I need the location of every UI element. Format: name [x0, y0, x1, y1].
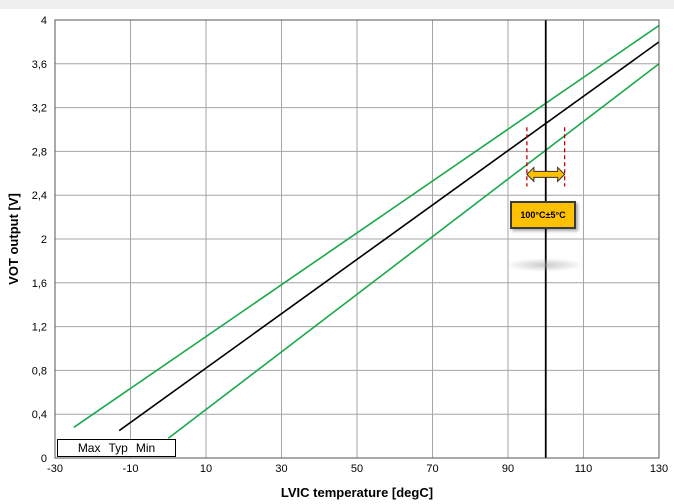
x-tick-label: -10	[123, 463, 139, 475]
x-tick-label: 30	[275, 463, 287, 475]
tick-labels: -30 -10 10 30 50 70 90 110 130 0 0,4 0,8 1,2 1,6 2 2,4 2…	[32, 15, 668, 475]
x-tick-label: 70	[426, 463, 438, 475]
x-tick-label: -30	[47, 463, 63, 475]
y-tick-label: 2,4	[32, 190, 47, 202]
x-tick-label: 90	[502, 463, 514, 475]
y-tick-label: 0	[41, 453, 47, 465]
y-tick-label: 3,6	[32, 59, 47, 71]
y-tick-label: 4	[41, 15, 47, 27]
marker-group	[526, 20, 566, 458]
series-line-max	[73, 24, 660, 428]
image-smudge	[505, 258, 585, 272]
series-lines	[73, 24, 660, 439]
y-tick-label: 2,8	[32, 146, 47, 158]
tolerance-arrow	[526, 166, 566, 183]
y-tick-label: 3,2	[32, 103, 47, 115]
x-tick-label: 110	[575, 463, 593, 475]
tolerance-callout: 100°C±5°C	[510, 201, 576, 229]
legend-item-min: Min	[135, 441, 156, 455]
legend-item-max: Max	[77, 441, 101, 455]
y-tick-label: 0,8	[32, 365, 47, 377]
series-line-typ	[118, 41, 660, 432]
x-tick-label: 10	[200, 463, 212, 475]
y-tick-label: 2	[41, 234, 47, 246]
legend: Max Typ Min	[57, 439, 176, 457]
x-tick-label: 130	[650, 463, 668, 475]
y-tick-label: 0,4	[32, 409, 47, 421]
series-line-min	[167, 63, 660, 439]
y-tick-label: 1,6	[32, 278, 47, 290]
plot-frame	[54, 19, 660, 459]
x-axis-title: LVIC temperature [degC]	[281, 485, 433, 500]
y-tick-label: 1,2	[32, 322, 47, 334]
callout-text: 100°C±5°C	[520, 210, 566, 220]
top-bar	[0, 0, 674, 9]
grid	[54, 19, 660, 459]
y-axis-title: VOT output [V]	[6, 193, 21, 285]
x-tick-label: 50	[351, 463, 363, 475]
legend-item-typ: Typ	[108, 441, 128, 455]
